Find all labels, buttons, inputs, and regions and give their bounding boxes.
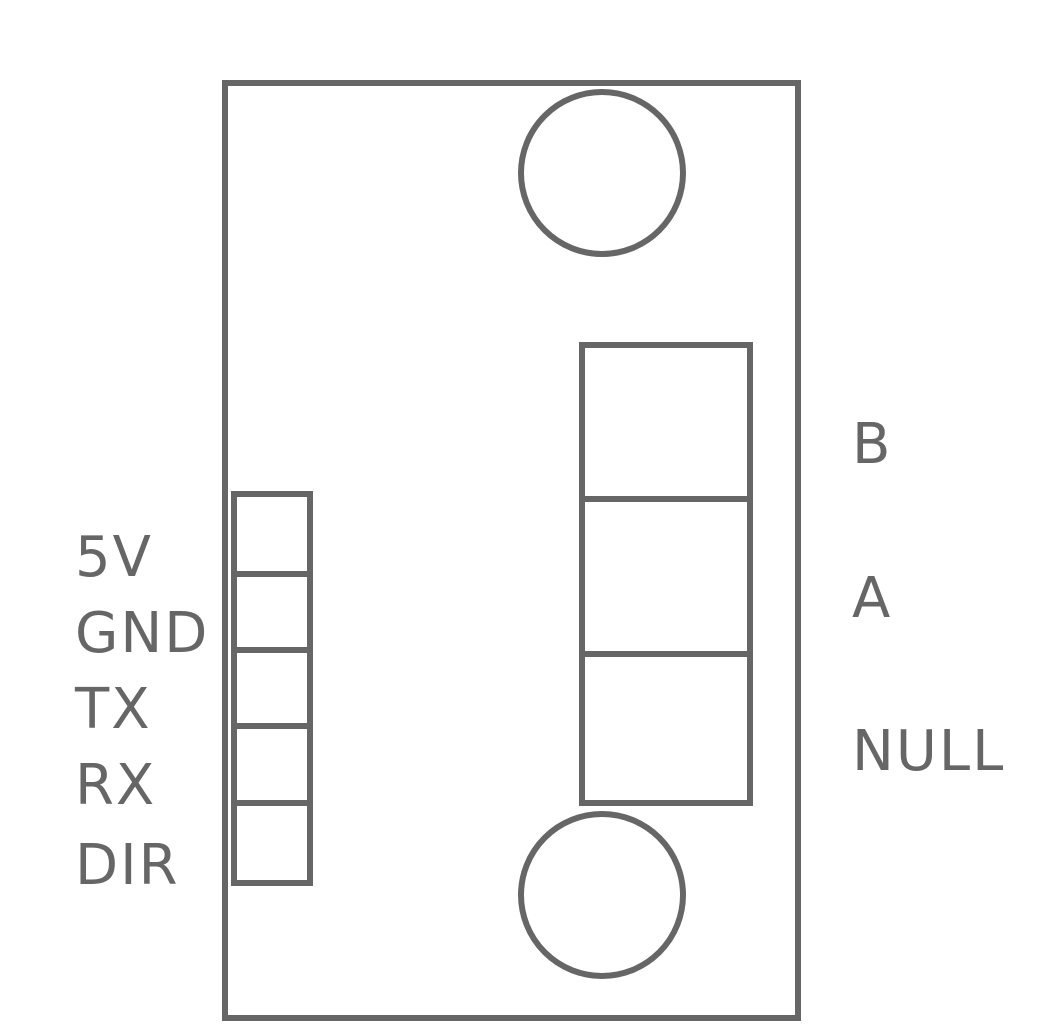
- left-labels: 5V GND TX RX DIR: [74, 525, 209, 898]
- right-terminal-block: [579, 342, 753, 806]
- board-outline: [222, 80, 801, 1021]
- label-null: NULL: [852, 719, 1005, 784]
- mounting-hole-bottom: [518, 811, 686, 979]
- left-pin-header: [231, 491, 313, 886]
- label-gnd: GND: [75, 601, 209, 666]
- label-5v: 5V: [75, 525, 153, 590]
- right-labels: B A NULL: [852, 412, 1005, 784]
- left-header-pin-dir: [231, 800, 313, 886]
- left-header-pin-gnd: [231, 571, 313, 653]
- label-b: B: [852, 412, 892, 477]
- label-dir: DIR: [75, 833, 180, 898]
- left-header-pin-rx: [231, 723, 313, 806]
- left-header-pin-5v: [231, 491, 313, 577]
- label-tx: TX: [74, 677, 152, 742]
- mounting-hole-top: [518, 89, 686, 257]
- label-rx: RX: [75, 753, 156, 818]
- left-header-pin-tx: [231, 647, 313, 729]
- terminal-pin-a: [579, 496, 753, 657]
- label-a: A: [852, 566, 892, 631]
- terminal-pin-null: [579, 651, 753, 806]
- terminal-pin-b: [579, 342, 753, 502]
